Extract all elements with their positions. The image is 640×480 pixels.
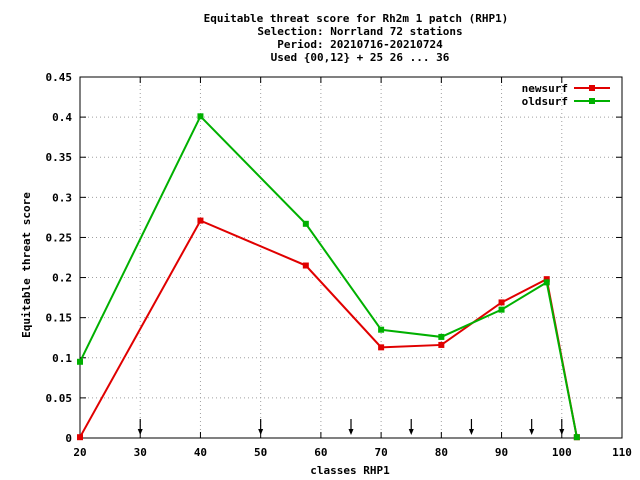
legend-marker-oldsurf	[589, 98, 595, 104]
data-point-newsurf	[438, 341, 445, 348]
y-tick-label: 0.45	[46, 71, 73, 84]
y-tick-label: 0.35	[46, 151, 73, 164]
title-line-4: Used {00,12} + 25 26 ... 36	[271, 51, 450, 64]
x-tick-label: 80	[435, 446, 448, 459]
data-point-oldsurf	[77, 358, 83, 365]
y-tick-label: 0.2	[52, 272, 72, 285]
y-tick-label: 0.05	[46, 392, 73, 405]
data-point-oldsurf	[302, 220, 309, 227]
y-tick-label: 0.4	[52, 111, 72, 124]
title-line-1: Equitable threat score for Rh2m 1 patch …	[204, 12, 509, 25]
x-axis-label: classes RHP1	[310, 464, 390, 477]
x-tick-label: 60	[314, 446, 327, 459]
class-marker-arrow-head	[348, 429, 354, 435]
data-point-oldsurf	[438, 333, 445, 340]
data-point-oldsurf	[573, 434, 580, 441]
y-tick-label: 0	[65, 432, 72, 445]
title-line-3: Period: 20210716-20210724	[277, 38, 443, 51]
grid-lines	[80, 77, 622, 438]
data-point-newsurf	[302, 262, 309, 269]
data-point-oldsurf	[543, 279, 550, 286]
legend-marker-newsurf	[589, 85, 595, 91]
series-line-newsurf	[79, 219, 578, 438]
data-point-newsurf	[543, 276, 550, 283]
x-tick-label: 40	[194, 446, 207, 459]
y-tick-label: 0.15	[46, 312, 73, 325]
chart-title: Equitable threat score for Rh2m 1 patch …	[204, 12, 509, 64]
plot-border	[79, 76, 623, 439]
y-axis-label: Equitable threat score	[20, 192, 33, 338]
data-point-newsurf	[378, 344, 385, 351]
data-point-oldsurf	[378, 326, 385, 333]
data-point-newsurf	[197, 217, 204, 224]
x-tick-label: 90	[495, 446, 508, 459]
x-tick-label: 50	[254, 446, 267, 459]
x-tick-label: 20	[73, 446, 86, 459]
x-tick-label: 100	[552, 446, 572, 459]
class-marker-arrow-head	[468, 429, 474, 435]
class-marker-arrow-head	[408, 429, 414, 435]
legend-label-newsurf: newsurf	[522, 82, 568, 95]
class-marker-arrow-head	[559, 429, 565, 435]
y-tick-label: 0.25	[46, 231, 73, 244]
x-axis-ticks: 20 30 40 50 60 70 80 90 100 110	[73, 77, 632, 459]
y-axis-ticks: 0 0.05 0.1 0.15 0.2 0.25 0.3 0.35 0.4 0.45	[46, 71, 622, 445]
series-line-oldsurf	[79, 114, 578, 438]
y-tick-label: 0.3	[52, 191, 72, 204]
class-marker-arrow-head	[529, 429, 535, 435]
x-tick-label: 110	[612, 446, 632, 459]
x-tick-label: 70	[374, 446, 387, 459]
data-point-newsurf	[498, 299, 505, 306]
y-tick-label: 0.1	[52, 352, 72, 365]
class-marker-arrow-head	[137, 429, 143, 435]
class-markers	[137, 419, 565, 435]
data-point-newsurf	[77, 434, 83, 441]
x-tick-label: 30	[134, 446, 147, 459]
class-marker-arrow-head	[258, 429, 264, 435]
plot-frame	[79, 76, 623, 439]
data-point-oldsurf	[197, 113, 204, 120]
data-point-oldsurf	[498, 306, 505, 313]
title-line-2: Selection: Norrland 72 stations	[257, 25, 462, 38]
legend-label-oldsurf: oldsurf	[522, 95, 568, 108]
series-lines	[77, 113, 580, 441]
